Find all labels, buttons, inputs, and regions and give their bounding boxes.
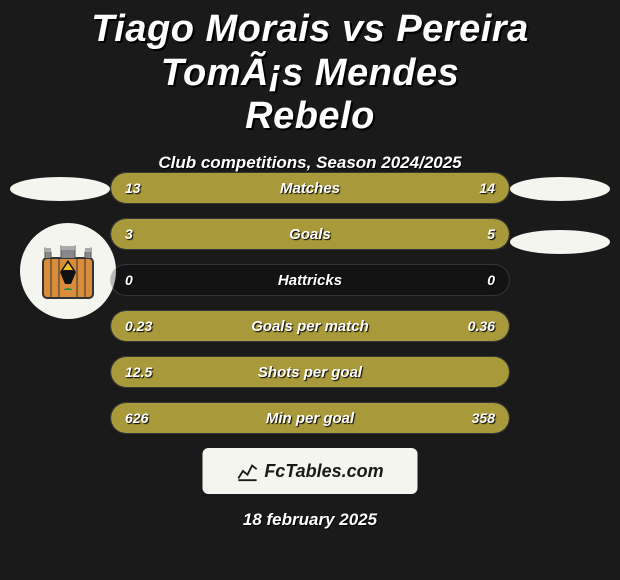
player-right-placeholder-2 <box>510 230 610 254</box>
stat-row: 626358Min per goal <box>110 402 510 434</box>
stat-value-left: 0 <box>125 265 133 295</box>
page-title: Tiago Morais vs Pereira TomÃ¡s Mendes Re… <box>0 0 620 139</box>
stat-row: 0.230.36Goals per match <box>110 310 510 342</box>
rio-ave-badge-icon <box>33 236 103 306</box>
stat-label: Hattricks <box>111 265 509 295</box>
date-label: 18 february 2025 <box>0 510 620 530</box>
stat-value-right: 5 <box>487 219 495 249</box>
stat-row: 35Goals <box>110 218 510 250</box>
stat-value-left: 3 <box>125 219 133 249</box>
stat-value-right: 0.36 <box>468 311 495 341</box>
title-line-2: Rebelo <box>245 95 375 137</box>
stat-row: 0 0Hattricks <box>110 264 510 296</box>
chart-icon <box>236 460 258 482</box>
stat-value-left: 13 <box>125 173 141 203</box>
club-badge-left <box>20 223 116 319</box>
subtitle: Club competitions, Season 2024/2025 <box>0 153 620 173</box>
title-line-1: Tiago Morais vs Pereira TomÃ¡s Mendes <box>91 8 528 94</box>
stat-fill-left <box>111 357 509 387</box>
stat-row: 1314Matches <box>110 172 510 204</box>
stat-value-right: 14 <box>479 173 495 203</box>
stat-fill-right <box>302 173 509 203</box>
stat-value-right: 358 <box>472 403 495 433</box>
stat-value-left: 12.5 <box>125 357 152 387</box>
stats-area: 1314Matches35Goals00Hattricks0.230.36Goa… <box>110 172 510 448</box>
brand-label: FcTables.com <box>264 461 383 482</box>
stat-fill-left <box>111 219 262 249</box>
player-left-placeholder-1 <box>10 177 110 201</box>
comparison-infographic: Tiago Morais vs Pereira TomÃ¡s Mendes Re… <box>0 0 620 580</box>
stat-value-right: 0 <box>487 265 495 295</box>
stat-fill-right <box>262 219 509 249</box>
stat-row: 12.5Shots per goal <box>110 356 510 388</box>
player-right-placeholder-1 <box>510 177 610 201</box>
stat-value-left: 0.23 <box>125 311 152 341</box>
stat-value-left: 626 <box>125 403 148 433</box>
brand-badge: FcTables.com <box>203 448 418 494</box>
